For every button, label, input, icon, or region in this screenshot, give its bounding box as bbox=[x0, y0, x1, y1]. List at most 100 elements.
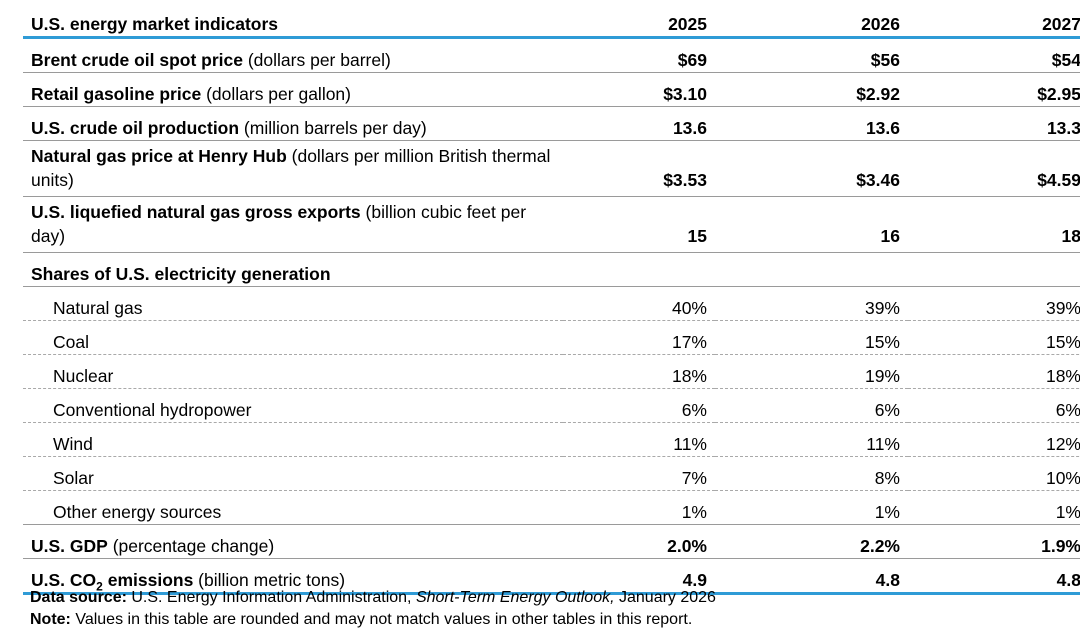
row-label: Nuclear bbox=[23, 354, 563, 389]
value-2027: 18 bbox=[908, 196, 1080, 253]
row-label-main: U.S. GDP bbox=[31, 536, 108, 556]
empty-cell bbox=[715, 252, 908, 287]
value-2027: 1.9% bbox=[908, 524, 1080, 559]
row-label-unit: (percentage change) bbox=[107, 536, 275, 556]
note-text: Values in this table are rounded and may… bbox=[70, 611, 693, 628]
empty-cell bbox=[908, 252, 1080, 287]
empty-cell bbox=[563, 252, 715, 287]
row-wind-share: Wind 11% 11% 12% bbox=[23, 422, 1080, 457]
row-henry-hub: Natural gas price at Henry Hub (dollars … bbox=[23, 140, 1080, 197]
value-2025: 2.0% bbox=[563, 524, 715, 559]
source-text-pre: U.S. Energy Information Administration, bbox=[126, 589, 416, 606]
year-header-2027: 2027 bbox=[908, 4, 1080, 39]
row-label-unit: (dollars per barrel) bbox=[242, 50, 391, 70]
row-label-subscript: 2 bbox=[96, 579, 103, 594]
value-2026: 11% bbox=[715, 422, 908, 457]
value-2027: 6% bbox=[908, 388, 1080, 423]
value-2025: $69 bbox=[563, 37, 715, 73]
row-label: U.S. crude oil production (million barre… bbox=[23, 106, 563, 141]
value-2026: 19% bbox=[715, 354, 908, 389]
row-label: Other energy sources bbox=[23, 490, 563, 525]
row-label-unit: (million barrels per day) bbox=[239, 118, 427, 138]
value-2027: 4.8 bbox=[908, 558, 1080, 595]
row-label: Wind bbox=[23, 422, 563, 457]
value-2027: 13.3 bbox=[908, 106, 1080, 141]
value-2026: 8% bbox=[715, 456, 908, 491]
row-label: Retail gasoline price (dollars per gallo… bbox=[23, 72, 563, 107]
row-label-unit: (billion cubic feet per day) bbox=[31, 202, 527, 246]
row-label: Solar bbox=[23, 456, 563, 491]
row-label: Natural gas price at Henry Hub (dollars … bbox=[23, 140, 563, 197]
row-label-main: U.S. liquefied natural gas gross exports bbox=[31, 202, 361, 222]
rounding-note: Note: Values in this table are rounded a… bbox=[30, 610, 692, 630]
row-coal-share: Coal 17% 15% 15% bbox=[23, 320, 1080, 355]
row-label-unit: (dollars per gallon) bbox=[201, 84, 351, 104]
row-brent-crude: Brent crude oil spot price (dollars per … bbox=[23, 37, 1080, 73]
value-2026: $3.46 bbox=[715, 140, 908, 197]
source-publication-title: Short-Term Energy Outlook, bbox=[415, 589, 615, 606]
energy-indicators-table: U.S. energy market indicators 2025 2026 … bbox=[23, 4, 1080, 595]
value-2025: 7% bbox=[563, 456, 715, 491]
value-2025: 15 bbox=[563, 196, 715, 253]
row-label-main: Brent crude oil spot price bbox=[31, 50, 243, 70]
value-2025: 18% bbox=[563, 354, 715, 389]
row-label: Brent crude oil spot price (dollars per … bbox=[23, 37, 563, 73]
source-text-post: January 2026 bbox=[614, 589, 716, 606]
value-2026: 6% bbox=[715, 388, 908, 423]
data-source-note: Data source: U.S. Energy Information Adm… bbox=[30, 588, 716, 608]
row-gdp: U.S. GDP (percentage change) 2.0% 2.2% 1… bbox=[23, 524, 1080, 559]
row-label: Conventional hydropower bbox=[23, 388, 563, 423]
value-2026: 39% bbox=[715, 286, 908, 321]
row-label: U.S. CO2 emissions (billion metric tons) bbox=[23, 558, 563, 595]
value-2027: 1% bbox=[908, 490, 1080, 525]
value-2027: 18% bbox=[908, 354, 1080, 389]
row-lng-exports: U.S. liquefied natural gas gross exports… bbox=[23, 196, 1080, 253]
row-retail-gasoline: Retail gasoline price (dollars per gallo… bbox=[23, 72, 1080, 107]
value-2027: 10% bbox=[908, 456, 1080, 491]
value-2026: 16 bbox=[715, 196, 908, 253]
row-label-main: Retail gasoline price bbox=[31, 84, 202, 104]
row-co2-emissions: U.S. CO2 emissions (billion metric tons)… bbox=[23, 558, 1080, 595]
table-header-row: U.S. energy market indicators 2025 2026 … bbox=[23, 4, 1080, 39]
value-2026: $2.92 bbox=[715, 72, 908, 107]
row-label-main: U.S. crude oil production bbox=[31, 118, 240, 138]
value-2026: 4.8 bbox=[715, 558, 908, 595]
year-header-2026: 2026 bbox=[715, 4, 908, 39]
row-shares-heading: Shares of U.S. electricity generation bbox=[23, 252, 1080, 287]
row-nuclear-share: Nuclear 18% 19% 18% bbox=[23, 354, 1080, 389]
value-2025: 40% bbox=[563, 286, 715, 321]
value-2027: 15% bbox=[908, 320, 1080, 355]
value-2025: 1% bbox=[563, 490, 715, 525]
value-2025: 4.9 bbox=[563, 558, 715, 595]
row-label-unit: (billion metric tons) bbox=[193, 570, 346, 590]
row-label: U.S. GDP (percentage change) bbox=[23, 524, 563, 559]
row-natural-gas-share: Natural gas 40% 39% 39% bbox=[23, 286, 1080, 321]
value-2025: 13.6 bbox=[563, 106, 715, 141]
value-2026: 1% bbox=[715, 490, 908, 525]
value-2025: 17% bbox=[563, 320, 715, 355]
row-label-main-post: emissions bbox=[102, 570, 194, 590]
value-2026: 13.6 bbox=[715, 106, 908, 141]
value-2026: 2.2% bbox=[715, 524, 908, 559]
value-2025: 6% bbox=[563, 388, 715, 423]
row-label-main: U.S. CO bbox=[31, 570, 97, 590]
value-2026: $56 bbox=[715, 37, 908, 73]
value-2025: 11% bbox=[563, 422, 715, 457]
table-title: U.S. energy market indicators bbox=[23, 4, 563, 39]
row-label-main: Natural gas price at Henry Hub bbox=[31, 146, 287, 166]
year-header-2025: 2025 bbox=[563, 4, 715, 39]
value-2027: $4.59 bbox=[908, 140, 1080, 197]
row-label: U.S. liquefied natural gas gross exports… bbox=[23, 196, 563, 253]
row-label: Natural gas bbox=[23, 286, 563, 321]
value-2025: $3.10 bbox=[563, 72, 715, 107]
value-2027: $2.95 bbox=[908, 72, 1080, 107]
value-2027: 39% bbox=[908, 286, 1080, 321]
value-2025: $3.53 bbox=[563, 140, 715, 197]
row-solar-share: Solar 7% 8% 10% bbox=[23, 456, 1080, 491]
row-other-share: Other energy sources 1% 1% 1% bbox=[23, 490, 1080, 525]
value-2026: 15% bbox=[715, 320, 908, 355]
section-heading: Shares of U.S. electricity generation bbox=[23, 252, 563, 287]
source-label: Data source: bbox=[30, 589, 127, 606]
row-label: Coal bbox=[23, 320, 563, 355]
